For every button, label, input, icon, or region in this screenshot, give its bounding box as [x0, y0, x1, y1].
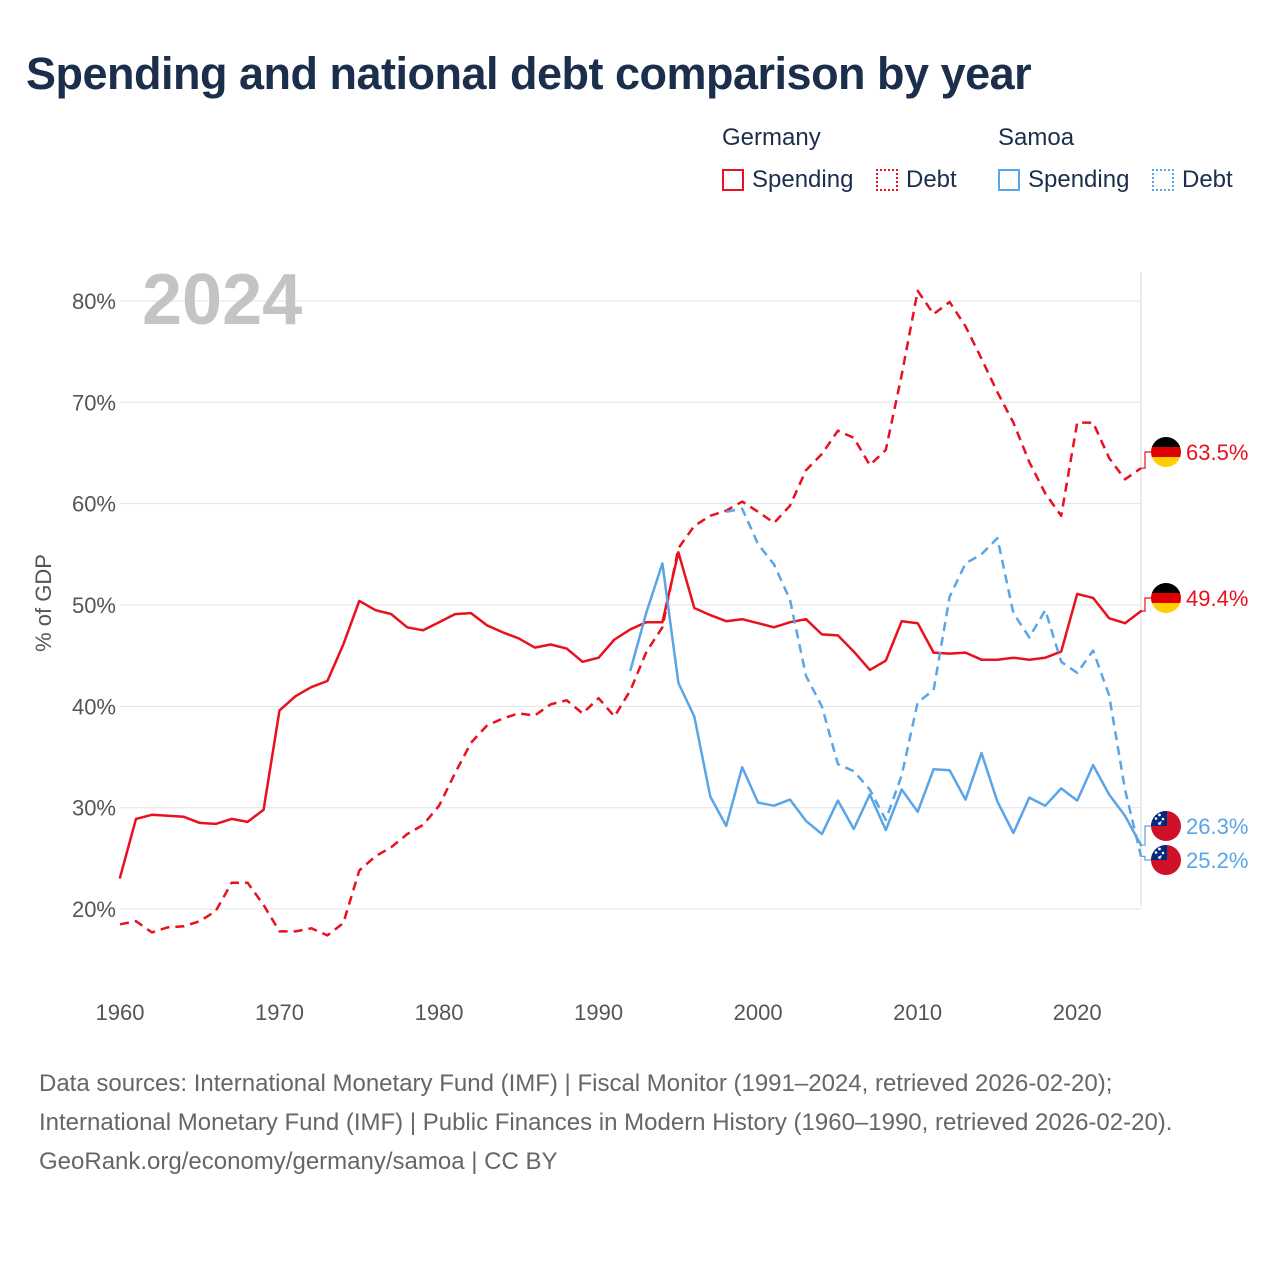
legend-item-label: Debt: [906, 166, 957, 193]
x-tick-label: 1960: [96, 1000, 145, 1025]
x-tick-label: 1980: [415, 1000, 464, 1025]
y-tick-label: 70%: [72, 390, 116, 415]
legend-swatch-solid: [722, 169, 744, 191]
year-watermark: 2024: [142, 260, 302, 340]
credit: GeoRank.org/economy/germany/samoa | CC B…: [39, 1148, 558, 1175]
x-tick-label: 2000: [734, 1000, 783, 1025]
series-samoa-debt: [725, 507, 1143, 857]
x-tick-label: 1990: [574, 1000, 623, 1025]
legend-germany-heading: Germany: [722, 124, 821, 151]
legend-samoa-spending[interactable]: Spending: [998, 166, 1129, 194]
legend-germany-spending[interactable]: Spending: [722, 166, 853, 194]
samoa-flag-icon: [1151, 845, 1181, 875]
series-germany-debt: [119, 289, 1142, 937]
data-sources: Data sources: International Monetary Fun…: [39, 1070, 1173, 1136]
end-label-value: 25.2%: [1186, 848, 1248, 873]
legend-swatch-solid: [998, 169, 1020, 191]
legend-swatch-dotted: [876, 169, 898, 191]
end-label-connector: [1141, 855, 1153, 861]
x-tick-label: 2010: [893, 1000, 942, 1025]
legend-samoa-heading: Samoa: [998, 124, 1075, 151]
legend-germany-debt[interactable]: Debt: [876, 166, 957, 194]
axes: 20% 30% 40% 50% 60% 70% 80% 1960 1970 1980 1990 200…: [72, 289, 1102, 1025]
y-tick-label: 80%: [72, 289, 116, 314]
germany-flag-icon: [1151, 437, 1181, 467]
series-germany-spending: [118, 551, 1143, 879]
series-samoa-spending: [629, 562, 1143, 847]
end-label-value: 26.3%: [1186, 814, 1248, 839]
x-tick-label: 2020: [1053, 1000, 1102, 1025]
end-labels: 63.5% 49.4% 25.2% 26.3%: [1141, 437, 1248, 875]
y-axis-label: % of GDP: [31, 554, 56, 652]
end-label-value: 63.5%: [1186, 440, 1248, 465]
series-lines: [118, 289, 1143, 937]
samoa-flag-icon: [1151, 811, 1181, 841]
germany-flag-icon: [1151, 583, 1181, 613]
end-label-value: 49.4%: [1186, 586, 1248, 611]
chart-title: Spending and national debt comparison by…: [26, 48, 1032, 99]
legend-item-label: Spending: [1028, 166, 1130, 193]
y-tick-label: 50%: [72, 593, 116, 618]
y-tick-label: 30%: [72, 796, 116, 821]
y-tick-label: 60%: [72, 492, 116, 517]
legend-swatch-dotted: [1152, 169, 1174, 191]
legend-item-label: Spending: [752, 166, 854, 193]
legend-item-label: Debt: [1182, 166, 1233, 193]
y-tick-label: 40%: [72, 694, 116, 719]
footer: Data sources: International Monetary Fun…: [39, 1064, 1239, 1181]
end-label-connector: [1141, 825, 1153, 846]
legend-samoa-debt[interactable]: Debt: [1152, 166, 1233, 194]
end-label-connector: [1141, 451, 1153, 469]
y-tick-label: 20%: [72, 897, 116, 922]
end-label-connector: [1141, 597, 1153, 612]
x-tick-label: 1970: [255, 1000, 304, 1025]
grid: [120, 272, 1142, 910]
